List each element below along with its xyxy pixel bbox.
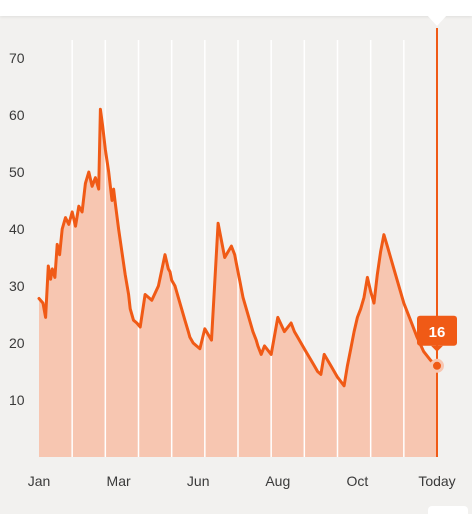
series-line [37,107,439,388]
y-tick-label: 60 [9,107,25,123]
chart-gridlines [71,40,405,457]
x-axis-labels: Jan Mar Jun Aug Oct Today [28,473,456,489]
y-tick-label: 70 [9,50,25,66]
top-card-pointer [426,14,448,26]
x-tick-label: Jun [187,473,210,489]
x-tick-label: Mar [107,473,131,489]
today-data-point[interactable] [430,358,444,373]
chart-marker-layer: 16 [417,28,457,457]
x-tick-label: Oct [347,473,369,489]
home-indicator [428,506,468,514]
value-badge-pointer [431,345,443,352]
x-tick-label: Today [418,473,455,489]
value-badge-text: 16 [429,324,446,341]
y-tick-label: 30 [9,278,25,294]
y-tick-label: 40 [9,221,25,237]
x-tick-label: Aug [265,473,290,489]
value-badge [417,315,457,346]
y-tick-label: 20 [9,335,25,351]
top-card [0,0,472,16]
y-tick-label: 50 [9,164,25,180]
x-tick-label: Jan [28,473,51,489]
y-tick-label: 10 [9,392,25,408]
y-axis-labels: 10 20 30 40 50 60 70 [9,50,25,408]
chart-line-layer [37,107,439,388]
